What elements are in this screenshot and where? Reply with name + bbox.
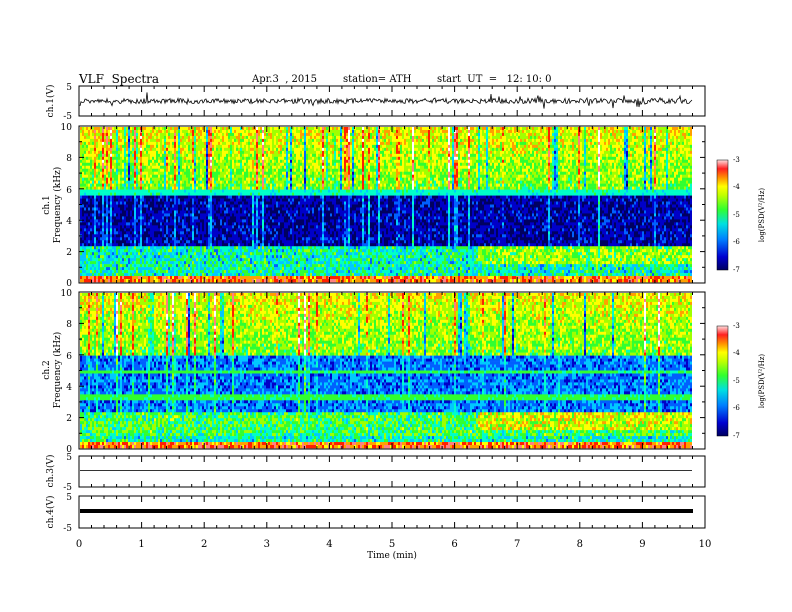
ch4-waveform-trace [80,509,693,513]
ch1-colorbar-label: log(PSD(V²/Hz) [758,188,766,243]
ch2-spec-ytick-10: 10 [61,289,73,299]
ch3-wave-ylabel: ch.3(V) [45,455,56,488]
ch2-spec-ytick-4: 4 [66,383,72,393]
ch1-spec-ylabel-freq: Frequency (kHz) [52,167,63,244]
ch2-cb-tick-m3: -3 [733,322,740,330]
x-tick-8: 8 [577,539,583,550]
ch2-colorbar: -3 -4 -5 -6 -7 log(PSD(V²/Hz) [716,322,766,440]
ch2-cb-tick-m7: -7 [733,432,740,440]
x-tick-7: 7 [514,539,520,550]
ch1-cb-tick-m5: -5 [733,211,740,219]
ch1-spec-ylabel-channel: ch.1 [42,195,52,214]
ch2-spec-ylabel-channel: ch.2 [42,360,52,379]
x-tick-10: 10 [699,539,712,550]
ch3-wave-ytick-bottom: -5 [63,483,72,493]
axis-ticks [78,86,706,528]
ch2-cb-tick-m5: -5 [733,377,740,385]
ch4-wave-ylabel: ch.4(V) [45,496,56,529]
ch1-spectrogram-image [80,127,692,283]
y-axis-labels: ch.1(V) ch.1 Frequency (kHz) ch.2 Freque… [42,85,63,529]
ch2-spec-ytick-8: 8 [66,320,72,330]
ch2-spec-ytick-6: 6 [66,352,72,362]
ch2-spec-ylabel-freq: Frequency (kHz) [52,332,63,409]
ch2-colorbar-label: log(PSD(V²/Hz) [758,354,766,409]
ch1-wave-ytick-top: 5 [66,83,72,93]
x-tick-0: 0 [76,539,82,550]
plot-title: VLF Spectra [79,72,159,86]
ch4-wave-ytick-top: 5 [66,493,72,503]
date-label: Apr.3 , 2015 [252,74,317,85]
ch1-spec-ytick-10: 10 [61,123,73,133]
ch1-spec-ytick-8: 8 [66,154,72,164]
station-label: station= ATH [343,74,411,85]
x-tick-labels: 0 1 2 3 4 5 6 7 8 9 10 [76,539,712,550]
x-tick-4: 4 [326,539,332,550]
ch1-cb-tick-m7: -7 [733,266,740,274]
ch2-colorbar-ticks: -3 -4 -5 -6 -7 [733,322,740,440]
x-tick-2: 2 [201,539,207,550]
ch2-colorbar-gradient [716,325,729,437]
ch2-spectrogram-image [80,293,692,449]
ch1-cb-tick-m4: -4 [733,183,740,191]
ch4-wave-ytick-bottom: -5 [63,524,72,534]
x-tick-1: 1 [138,539,144,550]
x-axis-label: Time (min) [367,550,417,561]
ch1-colorbar: -3 -4 -5 -6 -7 log(PSD(V²/Hz) [716,156,766,274]
x-tick-6: 6 [451,539,457,550]
ch1-wave-ytick-bottom: -5 [63,112,72,122]
x-tick-9: 9 [639,539,645,550]
ch1-colorbar-ticks: -3 -4 -5 -6 -7 [733,156,740,274]
ch1-cb-tick-m3: -3 [733,156,740,164]
ch1-cb-tick-m6: -6 [733,238,740,246]
ch1-spec-ytick-2: 2 [66,248,72,258]
ch1-waveform-trace [79,92,693,109]
y-tick-labels: 5 -5 10 8 6 4 2 0 10 8 6 4 2 0 5 -5 5 -5 [61,83,73,534]
ch2-spec-ytick-0: 0 [66,445,72,455]
ch1-spec-ytick-0: 0 [66,279,72,289]
x-tick-3: 3 [264,539,270,550]
ch1-spec-ytick-4: 4 [66,217,72,227]
start-time-label: start UT = 12: 10: 0 [437,74,552,85]
ch1-wave-ylabel: ch.1(V) [45,85,56,118]
ch2-spec-ytick-2: 2 [66,414,72,424]
ch2-cb-tick-m6: -6 [733,404,740,412]
x-tick-5: 5 [389,539,395,550]
ch3-wave-ytick-top: 5 [66,453,72,463]
ch1-spec-ytick-6: 6 [66,186,72,196]
ch2-cb-tick-m4: -4 [733,349,740,357]
ch1-colorbar-gradient [716,159,729,271]
